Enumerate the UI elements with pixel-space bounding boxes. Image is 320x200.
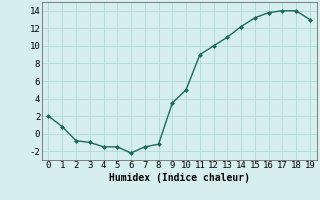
X-axis label: Humidex (Indice chaleur): Humidex (Indice chaleur) [109,173,250,183]
